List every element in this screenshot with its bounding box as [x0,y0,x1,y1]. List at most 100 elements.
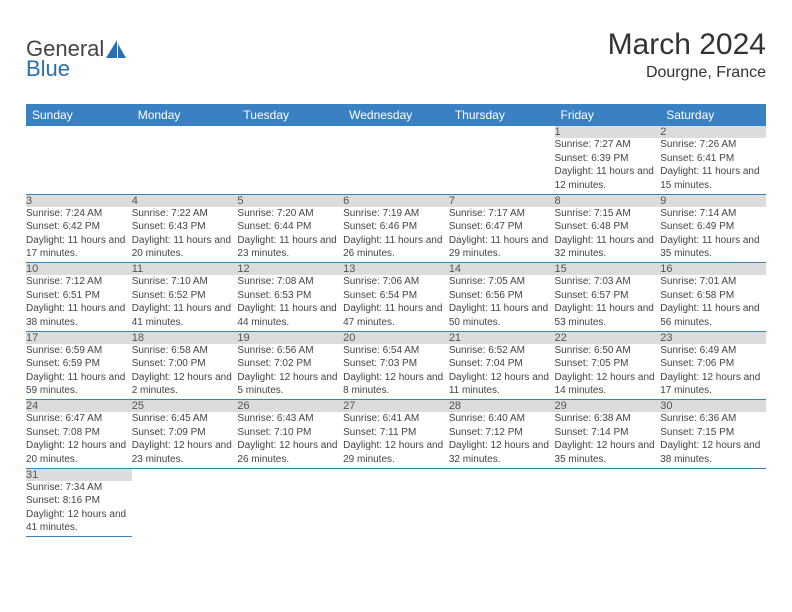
sunrise-line: Sunrise: 6:47 AM [26,412,132,426]
daylight-line: Daylight: 12 hours and 2 minutes. [132,371,238,398]
day-detail-cell [343,138,449,194]
sunset-line: Sunset: 6:44 PM [237,220,343,234]
day-detail-cell: Sunrise: 7:06 AMSunset: 6:54 PMDaylight:… [343,275,449,331]
day-number-cell [343,468,449,481]
sunrise-line: Sunrise: 6:56 AM [237,344,343,358]
daynum-row: 12 [26,126,766,138]
sunset-line: Sunset: 7:02 PM [237,357,343,371]
daylight-line: Daylight: 11 hours and 26 minutes. [343,234,449,261]
detail-row: Sunrise: 7:12 AMSunset: 6:51 PMDaylight:… [26,275,766,331]
daylight-line: Daylight: 12 hours and 8 minutes. [343,371,449,398]
sunset-line: Sunset: 6:43 PM [132,220,238,234]
sunrise-line: Sunrise: 7:34 AM [26,481,132,495]
day-detail-cell: Sunrise: 7:14 AMSunset: 6:49 PMDaylight:… [660,207,766,263]
day-number-cell: 21 [449,331,555,344]
day-number-cell: 28 [449,400,555,413]
sunset-line: Sunset: 6:47 PM [449,220,555,234]
logo-sail-icon [106,40,128,58]
day-number-cell [132,468,238,481]
daylight-line: Daylight: 11 hours and 44 minutes. [237,302,343,329]
dow-thu: Thursday [449,104,555,126]
day-number-cell [237,468,343,481]
day-number-cell: 27 [343,400,449,413]
sunset-line: Sunset: 6:58 PM [660,289,766,303]
day-number-cell: 3 [26,194,132,207]
day-number-cell [237,126,343,138]
day-detail-cell: Sunrise: 7:24 AMSunset: 6:42 PMDaylight:… [26,207,132,263]
day-number-cell: 2 [660,126,766,138]
day-number-cell: 6 [343,194,449,207]
daylight-line: Daylight: 12 hours and 14 minutes. [555,371,661,398]
day-detail-cell: Sunrise: 7:20 AMSunset: 6:44 PMDaylight:… [237,207,343,263]
sunrise-line: Sunrise: 7:26 AM [660,138,766,152]
day-number-cell [343,126,449,138]
day-number-cell: 17 [26,331,132,344]
sunrise-line: Sunrise: 7:17 AM [449,207,555,221]
day-detail-cell: Sunrise: 6:59 AMSunset: 6:59 PMDaylight:… [26,344,132,400]
day-number-cell: 18 [132,331,238,344]
daynum-row: 17181920212223 [26,331,766,344]
daynum-row: 31 [26,468,766,481]
day-detail-cell: Sunrise: 6:54 AMSunset: 7:03 PMDaylight:… [343,344,449,400]
sunset-line: Sunset: 6:57 PM [555,289,661,303]
detail-row: Sunrise: 7:24 AMSunset: 6:42 PMDaylight:… [26,207,766,263]
day-detail-cell [26,138,132,194]
sunrise-line: Sunrise: 7:08 AM [237,275,343,289]
sunrise-line: Sunrise: 7:20 AM [237,207,343,221]
sunset-line: Sunset: 6:46 PM [343,220,449,234]
day-detail-cell [237,481,343,537]
daylight-line: Daylight: 11 hours and 59 minutes. [26,371,132,398]
day-detail-cell: Sunrise: 7:01 AMSunset: 6:58 PMDaylight:… [660,275,766,331]
sunset-line: Sunset: 7:15 PM [660,426,766,440]
sunrise-line: Sunrise: 6:58 AM [132,344,238,358]
daylight-line: Daylight: 12 hours and 11 minutes. [449,371,555,398]
dow-sun: Sunday [26,104,132,126]
day-number-cell: 19 [237,331,343,344]
daylight-line: Daylight: 11 hours and 56 minutes. [660,302,766,329]
day-number-cell [26,126,132,138]
detail-row: Sunrise: 6:47 AMSunset: 7:08 PMDaylight:… [26,412,766,468]
day-detail-cell: Sunrise: 7:22 AMSunset: 6:43 PMDaylight:… [132,207,238,263]
daylight-line: Daylight: 12 hours and 5 minutes. [237,371,343,398]
day-number-cell: 8 [555,194,661,207]
sunset-line: Sunset: 7:09 PM [132,426,238,440]
day-detail-cell [343,481,449,537]
sunset-line: Sunset: 7:14 PM [555,426,661,440]
sunset-line: Sunset: 6:56 PM [449,289,555,303]
day-detail-cell [660,481,766,537]
day-number-cell: 14 [449,263,555,276]
day-detail-cell: Sunrise: 7:05 AMSunset: 6:56 PMDaylight:… [449,275,555,331]
day-number-cell [449,126,555,138]
day-number-cell: 12 [237,263,343,276]
sunrise-line: Sunrise: 7:24 AM [26,207,132,221]
day-number-cell: 5 [237,194,343,207]
daylight-line: Daylight: 11 hours and 23 minutes. [237,234,343,261]
sunset-line: Sunset: 7:10 PM [237,426,343,440]
sunset-line: Sunset: 6:51 PM [26,289,132,303]
sunrise-line: Sunrise: 6:52 AM [449,344,555,358]
sunset-line: Sunset: 7:08 PM [26,426,132,440]
day-detail-cell: Sunrise: 6:45 AMSunset: 7:09 PMDaylight:… [132,412,238,468]
daynum-row: 10111213141516 [26,263,766,276]
title-block: March 2024 Dourgne, France [608,28,766,82]
day-number-cell [660,468,766,481]
location: Dourgne, France [608,64,766,82]
day-detail-cell: Sunrise: 6:43 AMSunset: 7:10 PMDaylight:… [237,412,343,468]
sunset-line: Sunset: 8:16 PM [26,494,132,508]
daylight-line: Daylight: 11 hours and 29 minutes. [449,234,555,261]
daylight-line: Daylight: 11 hours and 12 minutes. [555,165,661,192]
day-detail-cell: Sunrise: 6:52 AMSunset: 7:04 PMDaylight:… [449,344,555,400]
sunset-line: Sunset: 7:12 PM [449,426,555,440]
sunrise-line: Sunrise: 6:38 AM [555,412,661,426]
day-detail-cell [132,138,238,194]
daylight-line: Daylight: 11 hours and 41 minutes. [132,302,238,329]
day-detail-cell [132,481,238,537]
day-number-cell: 30 [660,400,766,413]
daylight-line: Daylight: 12 hours and 23 minutes. [132,439,238,466]
sunrise-line: Sunrise: 7:22 AM [132,207,238,221]
day-detail-cell [555,481,661,537]
daylight-line: Daylight: 11 hours and 47 minutes. [343,302,449,329]
sunrise-line: Sunrise: 6:49 AM [660,344,766,358]
daylight-line: Daylight: 12 hours and 17 minutes. [660,371,766,398]
detail-row: Sunrise: 6:59 AMSunset: 6:59 PMDaylight:… [26,344,766,400]
